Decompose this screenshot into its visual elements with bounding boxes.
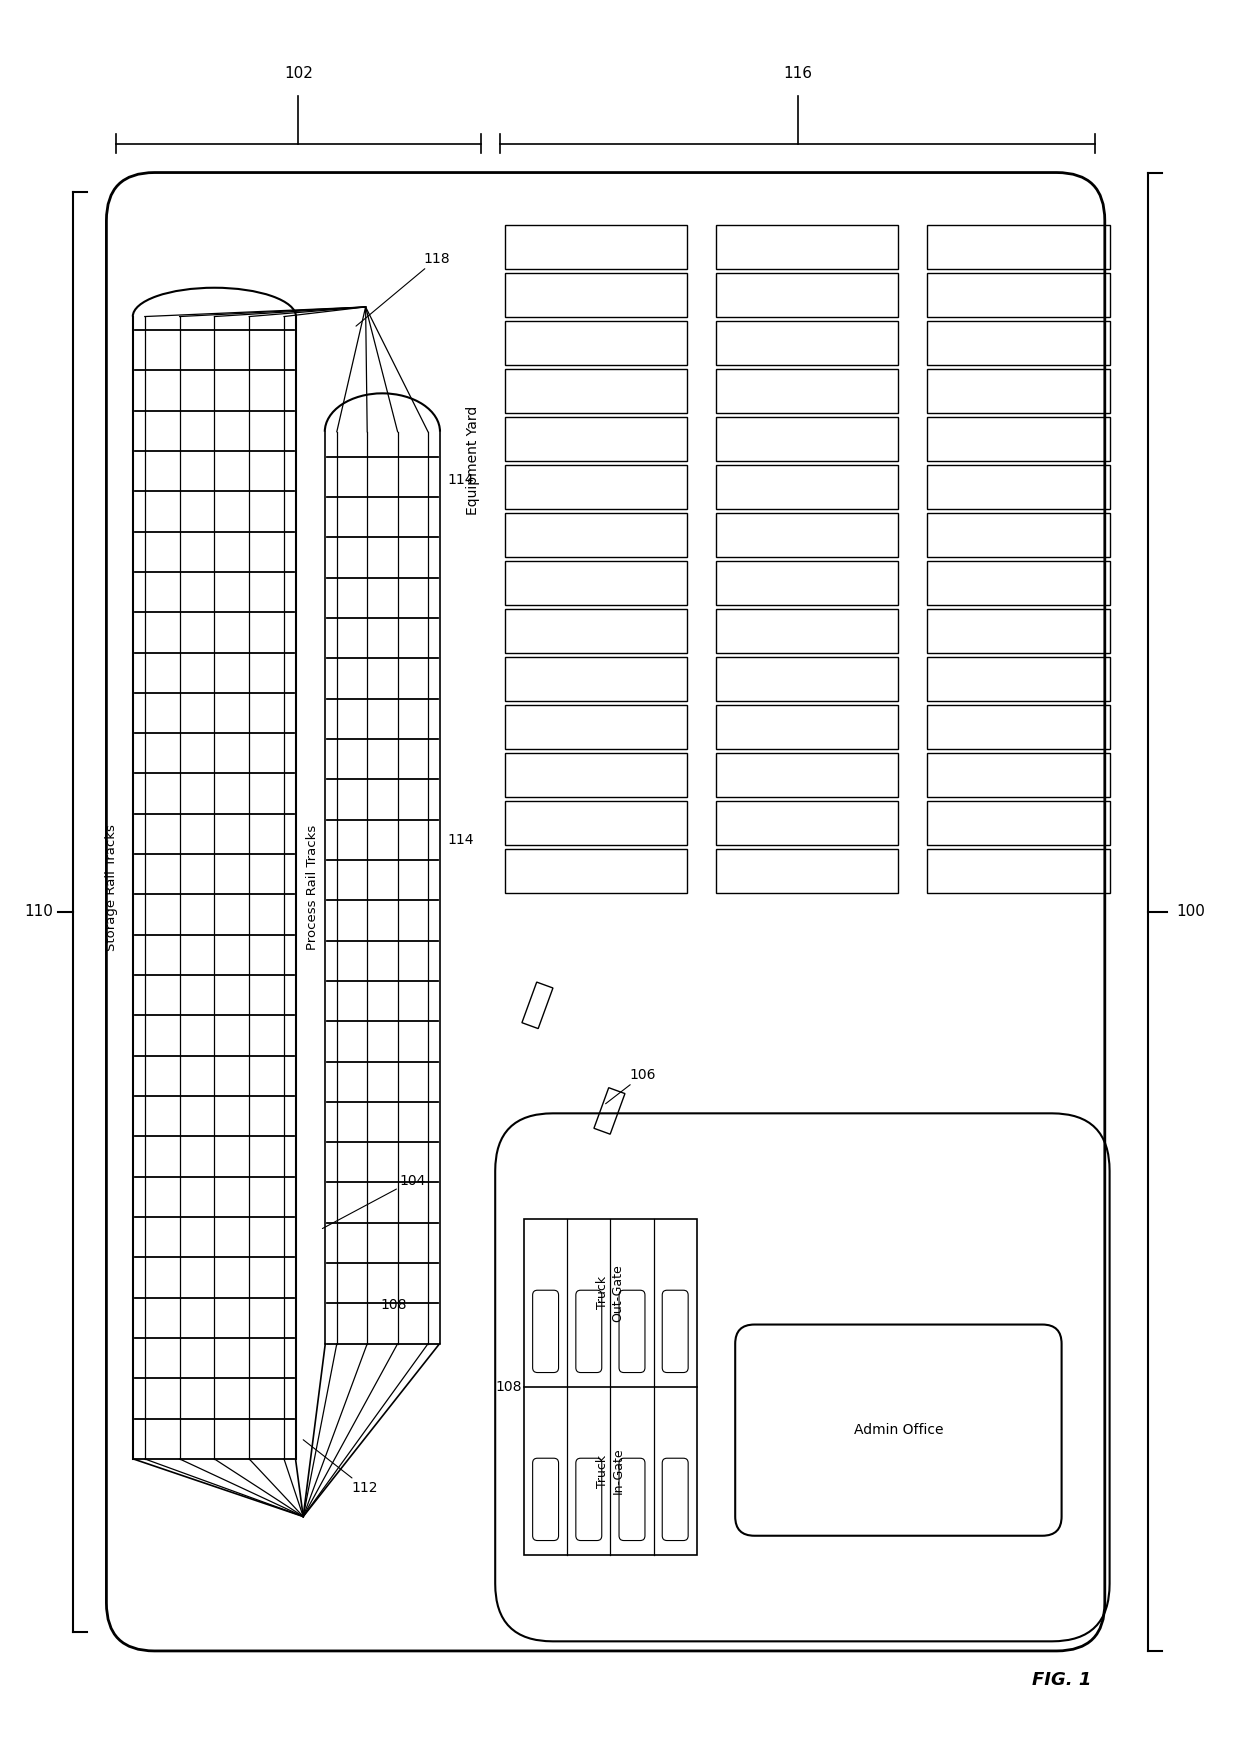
Text: 114: 114 — [448, 472, 474, 487]
Bar — [505, 561, 687, 605]
Bar — [505, 513, 687, 557]
Bar — [525, 1218, 697, 1555]
Text: Storage Rail Tracks: Storage Rail Tracks — [104, 825, 118, 952]
Bar — [505, 658, 687, 700]
Bar — [505, 273, 687, 317]
Bar — [928, 513, 1110, 557]
Bar — [928, 705, 1110, 749]
Bar — [715, 226, 899, 268]
Bar — [928, 368, 1110, 413]
Bar — [505, 705, 687, 749]
Bar — [715, 658, 899, 700]
Bar — [522, 982, 553, 1028]
Bar — [715, 561, 899, 605]
Text: 102: 102 — [284, 67, 312, 81]
Text: 110: 110 — [25, 904, 53, 919]
Bar — [928, 273, 1110, 317]
Bar — [928, 465, 1110, 508]
Bar — [505, 368, 687, 413]
Bar — [594, 1088, 625, 1134]
Text: 116: 116 — [784, 67, 812, 81]
Bar — [928, 561, 1110, 605]
Bar — [505, 610, 687, 652]
Text: 108: 108 — [495, 1380, 522, 1395]
Bar — [505, 465, 687, 508]
Bar — [505, 802, 687, 844]
Bar — [715, 465, 899, 508]
Bar — [715, 802, 899, 844]
Bar — [715, 705, 899, 749]
Bar — [715, 368, 899, 413]
Bar — [505, 321, 687, 365]
Text: 106: 106 — [605, 1068, 656, 1104]
Bar — [928, 802, 1110, 844]
Text: Truck
Out-Gate: Truck Out-Gate — [596, 1264, 625, 1322]
Bar — [928, 753, 1110, 797]
Text: 118: 118 — [356, 252, 450, 326]
Text: 104: 104 — [322, 1174, 425, 1229]
Text: Process Rail Tracks: Process Rail Tracks — [306, 825, 319, 950]
Bar — [505, 753, 687, 797]
Text: Equipment Yard: Equipment Yard — [466, 405, 480, 515]
Text: 112: 112 — [304, 1440, 378, 1495]
Text: Admin Office: Admin Office — [853, 1423, 944, 1437]
Text: Truck
In-Gate: Truck In-Gate — [596, 1447, 625, 1495]
Bar — [505, 850, 687, 892]
Text: 108: 108 — [379, 1298, 407, 1312]
Text: FIG. 1: FIG. 1 — [1032, 1671, 1091, 1689]
Bar — [928, 658, 1110, 700]
Text: 100: 100 — [1177, 904, 1205, 919]
Bar — [928, 226, 1110, 268]
Bar — [715, 850, 899, 892]
Bar — [715, 418, 899, 460]
Bar — [715, 513, 899, 557]
Bar — [928, 321, 1110, 365]
Bar — [928, 610, 1110, 652]
Bar — [715, 753, 899, 797]
Bar — [715, 321, 899, 365]
Bar — [715, 610, 899, 652]
Text: 114: 114 — [448, 832, 474, 846]
Bar — [715, 273, 899, 317]
Bar — [928, 418, 1110, 460]
Bar — [505, 418, 687, 460]
Bar — [505, 226, 687, 268]
Bar — [928, 850, 1110, 892]
